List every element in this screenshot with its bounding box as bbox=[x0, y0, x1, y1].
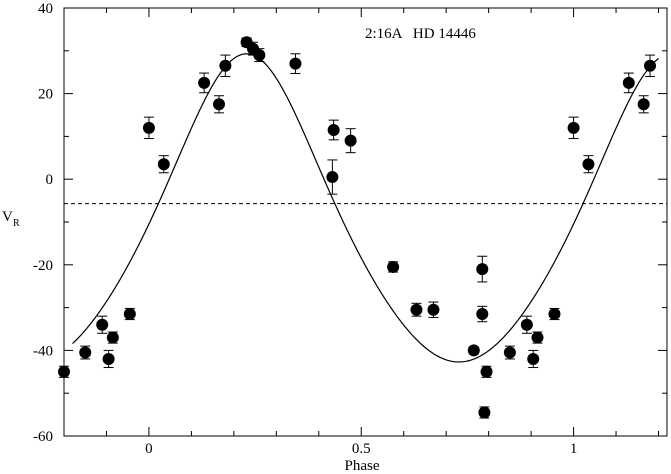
data-point bbox=[102, 349, 115, 369]
data-marker bbox=[410, 303, 423, 316]
data-point bbox=[344, 128, 357, 154]
data-marker bbox=[480, 365, 493, 378]
y-tick-label: -40 bbox=[33, 343, 53, 359]
data-point bbox=[467, 344, 480, 357]
chart-annotation: 2:16A HD 14446 bbox=[365, 26, 476, 42]
data-marker bbox=[622, 76, 635, 89]
data-point bbox=[219, 54, 232, 77]
data-marker bbox=[289, 57, 302, 70]
data-marker bbox=[548, 308, 561, 321]
data-point bbox=[96, 315, 109, 334]
data-point bbox=[289, 53, 302, 74]
data-marker bbox=[478, 406, 491, 419]
x-axis-label: Phase bbox=[345, 458, 380, 474]
data-point bbox=[387, 260, 400, 273]
data-marker bbox=[212, 98, 225, 111]
data-marker bbox=[427, 303, 440, 316]
data-marker bbox=[102, 352, 115, 365]
data-point bbox=[476, 255, 489, 283]
data-point bbox=[503, 345, 516, 360]
data-point bbox=[567, 116, 580, 140]
data-point bbox=[480, 365, 493, 378]
data-marker bbox=[253, 49, 266, 62]
data-point bbox=[253, 48, 266, 62]
data-point bbox=[527, 349, 540, 369]
data-point bbox=[644, 54, 657, 77]
data-marker bbox=[198, 76, 211, 89]
data-marker bbox=[567, 121, 580, 134]
data-marker bbox=[142, 121, 155, 134]
data-point bbox=[427, 301, 440, 318]
y-axis-label-subscript: R bbox=[13, 218, 20, 229]
data-marker bbox=[644, 59, 657, 72]
data-marker bbox=[326, 171, 339, 184]
data-marker bbox=[527, 352, 540, 365]
data-marker bbox=[467, 344, 480, 357]
data-marker bbox=[531, 331, 544, 344]
data-point bbox=[157, 155, 170, 174]
data-marker bbox=[503, 346, 516, 359]
data-point bbox=[198, 72, 211, 94]
x-tick-label: 0 bbox=[145, 441, 153, 457]
data-marker bbox=[219, 59, 232, 72]
data-marker bbox=[96, 318, 109, 331]
y-axis-label: V bbox=[2, 209, 13, 225]
data-point bbox=[548, 307, 561, 321]
data-point bbox=[520, 315, 533, 334]
data-point bbox=[106, 331, 119, 344]
data-marker bbox=[106, 331, 119, 344]
data-marker bbox=[344, 134, 357, 147]
data-marker bbox=[387, 260, 400, 273]
data-points bbox=[58, 36, 657, 419]
data-point bbox=[327, 119, 340, 141]
data-point bbox=[531, 331, 544, 344]
data-marker bbox=[582, 158, 595, 171]
y-tick-label: 20 bbox=[38, 87, 53, 103]
fit-curve bbox=[72, 53, 659, 363]
data-point bbox=[326, 159, 339, 195]
data-point bbox=[58, 365, 70, 378]
data-marker bbox=[157, 158, 170, 171]
y-tick-label: 40 bbox=[38, 1, 53, 17]
data-point bbox=[637, 95, 650, 114]
data-point bbox=[79, 345, 92, 360]
data-marker bbox=[476, 308, 489, 321]
data-point bbox=[622, 72, 635, 94]
data-marker bbox=[327, 123, 340, 136]
data-marker bbox=[637, 98, 650, 111]
x-tick-label: 0.5 bbox=[352, 441, 371, 457]
axis-ticks bbox=[64, 7, 667, 437]
data-point bbox=[142, 116, 155, 140]
data-point bbox=[123, 307, 136, 321]
data-point bbox=[410, 302, 423, 317]
data-marker bbox=[79, 346, 92, 359]
y-tick-label: -60 bbox=[33, 429, 53, 445]
data-marker bbox=[520, 318, 533, 331]
data-point bbox=[582, 155, 595, 174]
y-tick-label: -20 bbox=[33, 258, 53, 274]
data-point bbox=[212, 95, 225, 114]
data-marker bbox=[123, 308, 136, 321]
data-point bbox=[478, 406, 491, 419]
plot-frame bbox=[63, 7, 668, 437]
data-marker bbox=[58, 365, 70, 378]
x-tick-label: 1 bbox=[570, 441, 578, 457]
y-tick-label: 0 bbox=[46, 172, 54, 188]
tick-labels: 0 0.5 1 -60 -40 -20 0 20 40 bbox=[33, 1, 577, 457]
data-point bbox=[476, 305, 489, 323]
data-marker bbox=[476, 263, 489, 276]
